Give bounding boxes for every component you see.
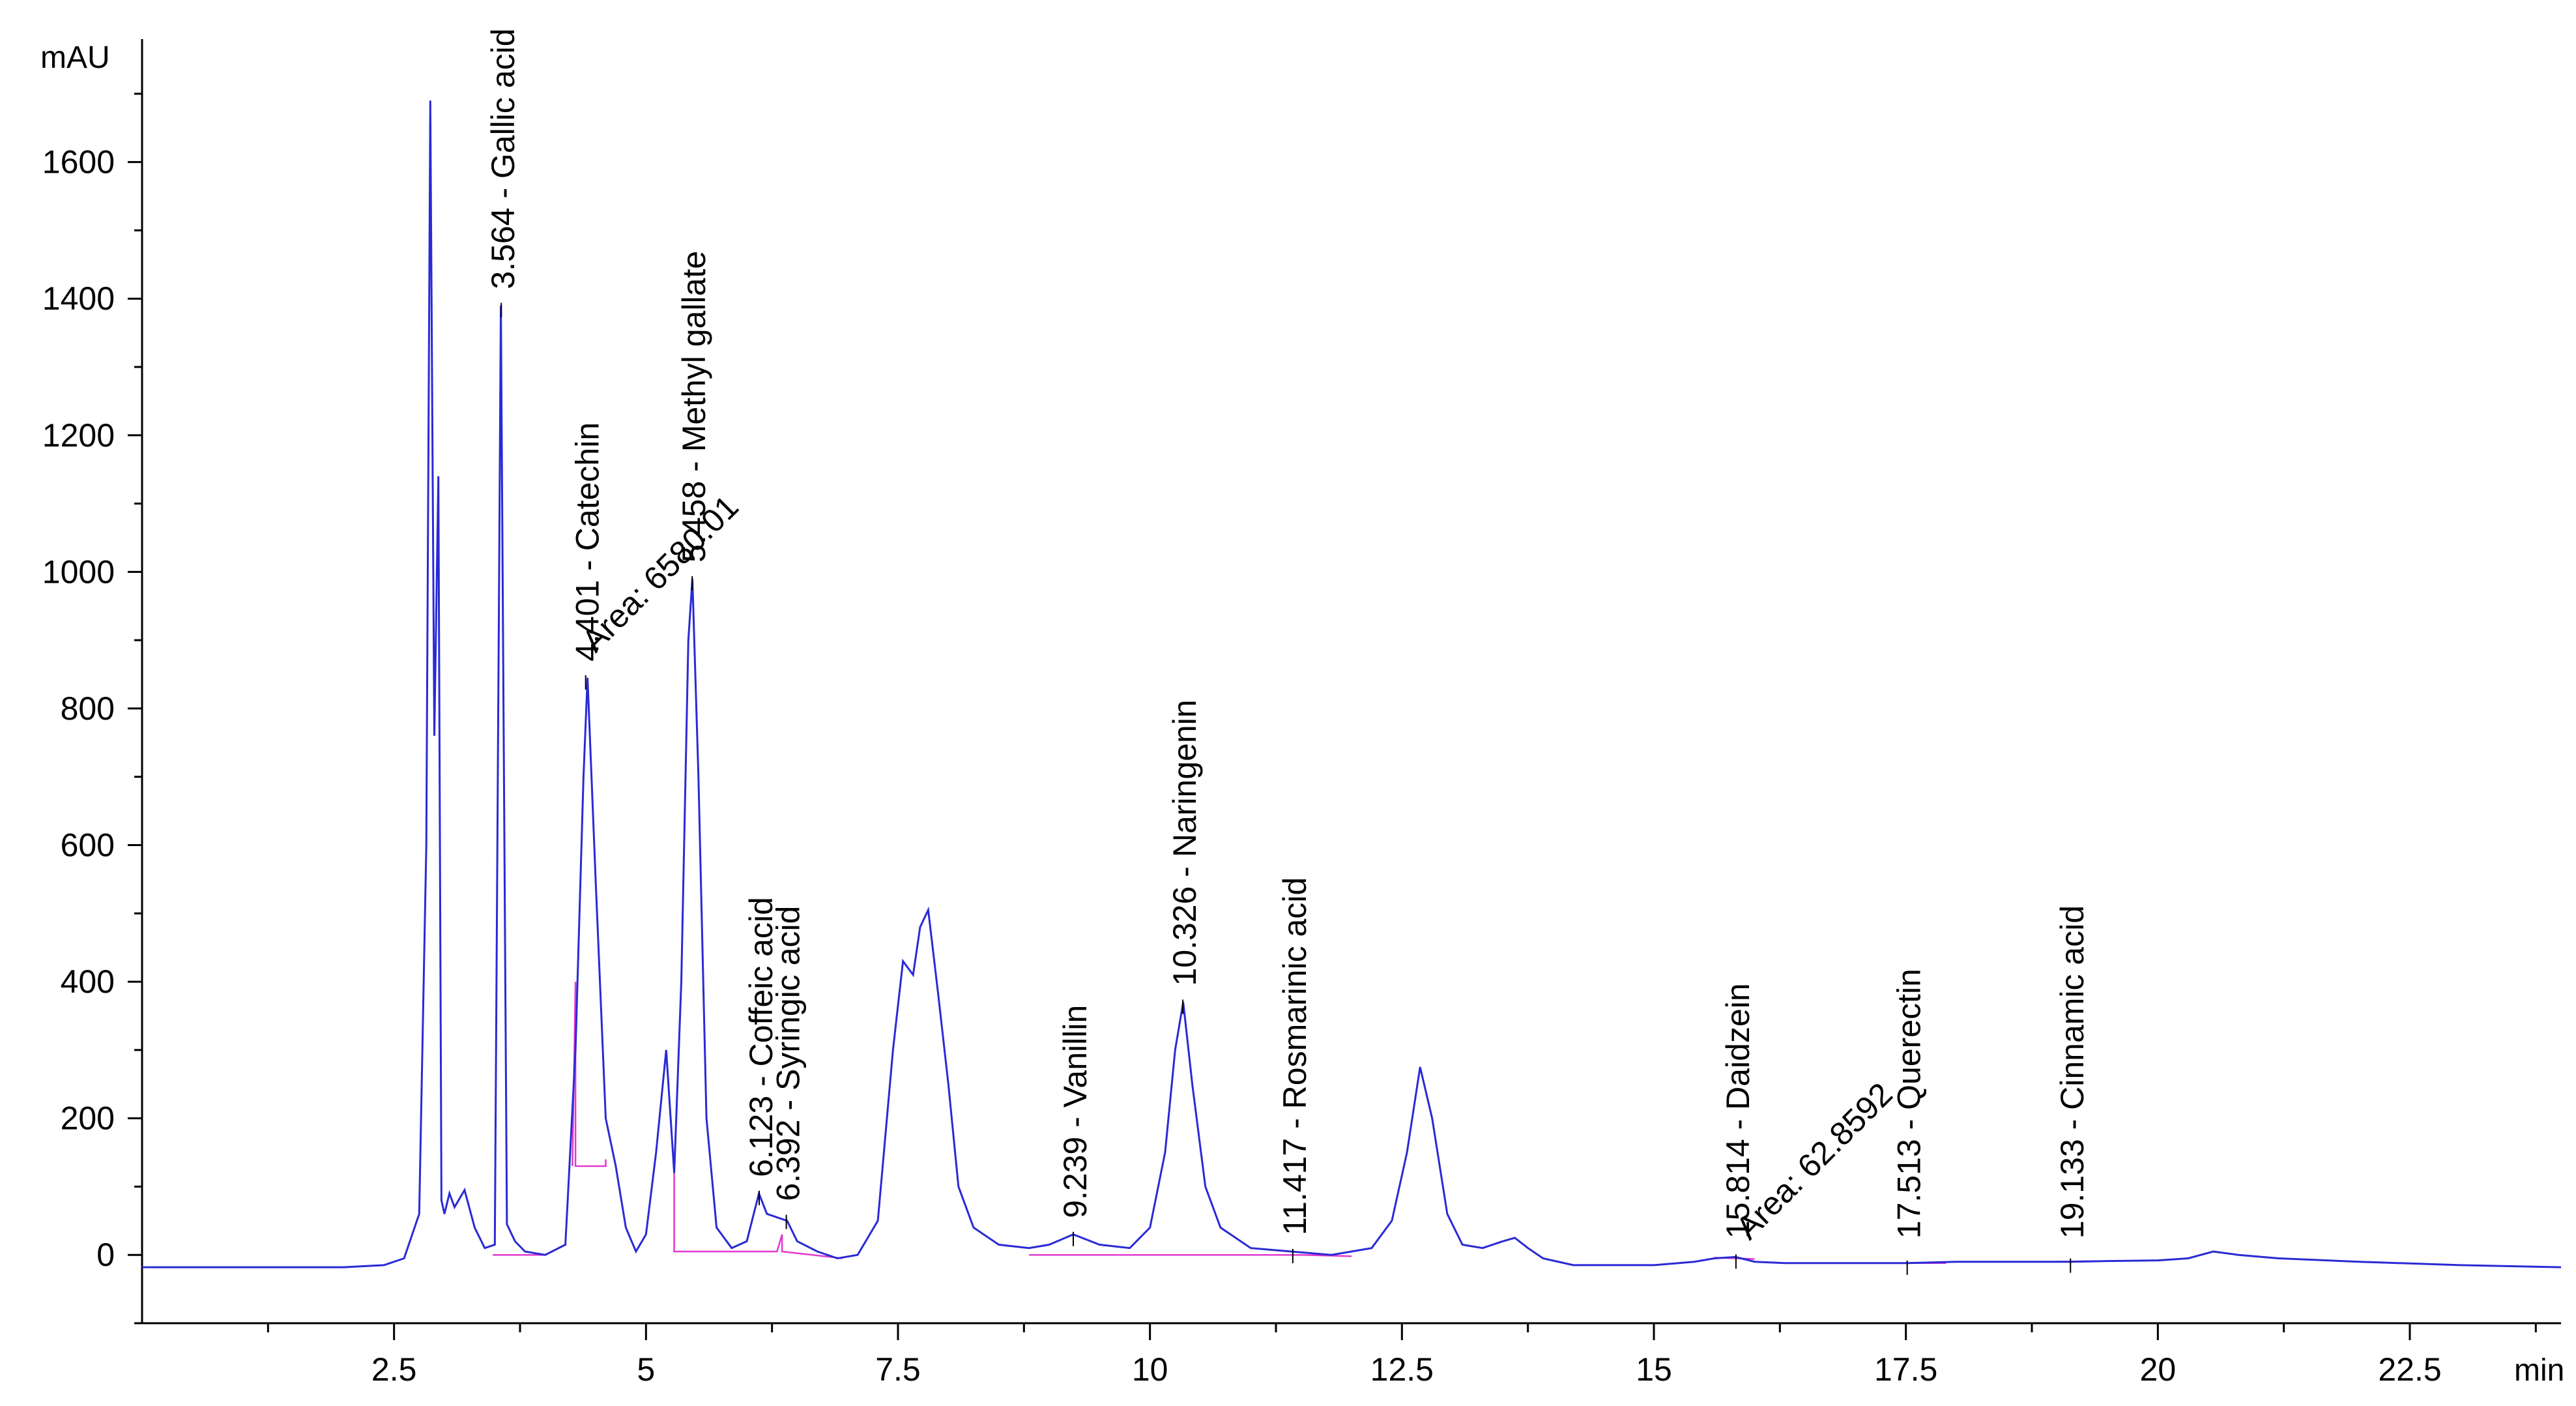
x-axis-ticks: 2.5 5 7.5 10 12.5 15 17.5 20 22.5 [267,1323,2537,1388]
peak-label: 3.564 - Gallic acid [485,28,521,289]
peak-label: 19.133 - Cinnamic acid [2054,905,2091,1238]
x-tick-label: 12.5 [1370,1351,1434,1388]
peak-label: 6.392 - Syringic acid [770,906,807,1201]
y-axis-ticks: 0 200 400 600 800 1000 1200 1400 1600 [42,93,142,1325]
y-tick-label: 600 [61,827,115,863]
y-tick-label: 1600 [42,144,115,181]
y-tick-label: 1400 [42,280,115,317]
peak-label: 9.239 - Vanillin [1057,1005,1093,1218]
y-axis-unit-label: mAU [40,40,110,75]
x-tick-label: 15 [1636,1351,1672,1388]
x-tick-label: 5 [637,1351,655,1388]
baseline-segment [673,1173,843,1259]
y-tick-label: 1000 [42,553,115,590]
peak-label: 15.814 - Daidzein [1720,983,1756,1238]
peak-labels: 3.564 - Gallic acid 4.401 - Catechin 5.458… [485,28,2091,1238]
x-tick-label: 2.5 [371,1351,417,1388]
peak-label: 17.513 - Querectin [1891,969,1928,1238]
peak-label: 4.401 - Catechin [570,422,606,662]
x-tick-label: 20 [2140,1351,2177,1388]
x-tick-label: 10 [1132,1351,1168,1388]
peak-label: 5.458 - Methyl gallate [676,251,712,563]
peak-label: 10.326 - Naringenin [1166,699,1203,986]
x-tick-label: 22.5 [2378,1351,2441,1388]
peak-label: 11.417 - Rosmarinic acid [1277,877,1313,1235]
y-tick-label: 400 [61,963,115,1000]
peak-label: 6.123 - Coffeic acid [743,897,779,1177]
baseline-segment [1029,1253,1352,1257]
peak-markers [500,302,2072,1275]
baseline-segment [572,982,607,1167]
y-tick-label: 1200 [42,417,115,454]
y-tick-label: 0 [96,1237,115,1273]
chromatogram-trace [142,100,2562,1268]
x-tick-label: 17.5 [1874,1351,1937,1388]
x-axis-unit-label: min [2514,1353,2564,1388]
y-tick-label: 200 [61,1100,115,1137]
x-tick-label: 7.5 [875,1351,921,1388]
y-tick-label: 800 [61,690,115,727]
